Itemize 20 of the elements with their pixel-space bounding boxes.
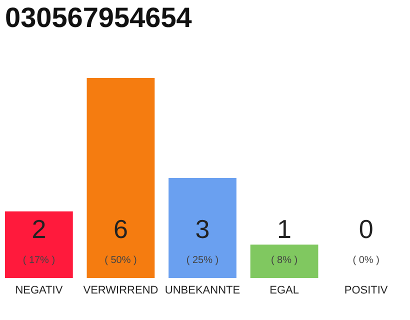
annotation: ( 0% ) [352, 255, 380, 266]
data-label: 1 [277, 214, 292, 244]
annotation: ( 17% ) [22, 255, 56, 266]
bar [250, 244, 318, 278]
x-tick-label: EGAL [270, 284, 299, 296]
annotation: ( 8% ) [270, 255, 298, 266]
data-label: 6 [113, 214, 128, 244]
bar [5, 211, 73, 278]
x-tick-label: NEGATIV [15, 284, 64, 296]
bar [168, 178, 236, 278]
annotation: ( 50% ) [104, 255, 137, 266]
x-tick-label: UNBEKANNTE [164, 284, 240, 296]
bar [86, 78, 155, 278]
x-tick-label: POSITIV [344, 284, 388, 296]
x-tick-label: VERWIRREND [83, 284, 158, 296]
annotation: ( 25% ) [186, 255, 219, 266]
chart-title: 030567954654 [5, 2, 192, 33]
data-label: 0 [358, 214, 374, 244]
data-label: 2 [32, 214, 46, 244]
data-label: 3 [195, 214, 210, 244]
